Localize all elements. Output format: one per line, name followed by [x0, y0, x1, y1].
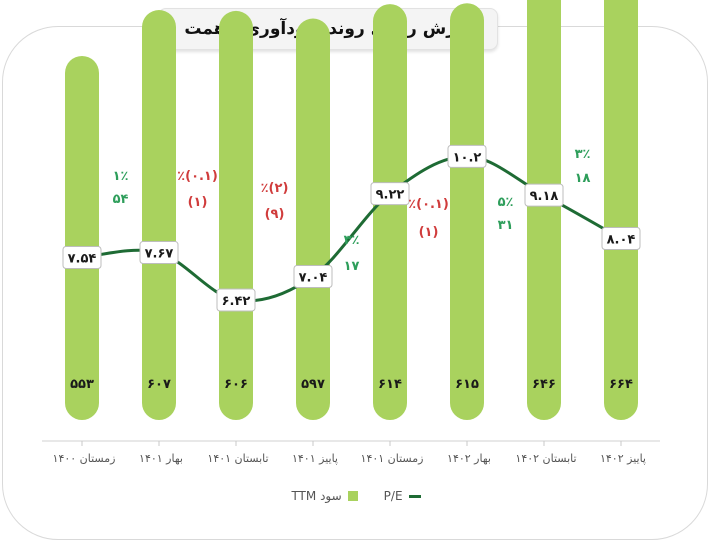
pe-label-box: [62, 245, 102, 269]
pe-value-label: ۶.۴۲: [222, 294, 251, 309]
growth-value-label: (۹): [265, 207, 285, 222]
bar: [450, 3, 484, 420]
growth-percent-label: (۰.۱)٪: [177, 169, 218, 184]
legend-item-profit: سود TTM: [291, 489, 358, 503]
pe-label-box: [216, 288, 256, 312]
pe-value-label: ۹.۲۲: [376, 188, 405, 203]
pe-label-box: [370, 182, 410, 206]
bar-value-label: ۶۰۶: [224, 377, 248, 392]
bar: [604, 0, 638, 420]
x-tick-label: بهار ۱۴۰۲: [447, 452, 491, 465]
growth-value-label: ۳۱: [498, 218, 514, 233]
bar: [65, 55, 99, 420]
bar-value-label: ۵۹۷: [301, 377, 325, 392]
bar-value-label: ۶۱۴: [378, 377, 402, 392]
pe-value-label: ۷.۰۴: [299, 270, 328, 285]
x-tick-label: تابستان ۱۴۰۲: [515, 452, 576, 465]
chart-legend: سود TTM P/E: [0, 486, 712, 506]
bar: [296, 18, 330, 421]
legend-item-pe: P/E: [384, 489, 421, 503]
growth-percent-label: ۵٪: [498, 195, 514, 210]
bar-value-label: ۶۶۴: [609, 377, 633, 392]
legend-swatch-pe: [408, 494, 421, 498]
legend-swatch-profit: [347, 491, 358, 501]
pe-value-label: ۷.۵۴: [68, 251, 97, 266]
x-tick-label: زمستان ۱۴۰۰: [53, 452, 116, 465]
growth-value-label: (۱): [188, 195, 208, 210]
growth-percent-label: ۳٪: [575, 147, 591, 162]
bar-value-label: ۵۵۳: [70, 377, 94, 392]
chart-panel: [2, 26, 708, 540]
growth-percent-label: (۰.۱)٪: [408, 197, 449, 212]
growth-percent-label: ۱٪: [113, 169, 129, 184]
bar-value-label: ۶۴۶: [532, 377, 556, 392]
x-tick-label: پاییز ۱۴۰۱: [292, 452, 338, 465]
growth-value-label: ۱۸: [575, 171, 591, 186]
pe-label-box: [139, 241, 179, 265]
bar: [219, 10, 253, 421]
pe-label-box: [447, 144, 487, 168]
pe-label-box: [601, 226, 641, 250]
x-tick-label: بهار ۱۴۰۱: [139, 452, 183, 465]
pe-label-box: [524, 183, 564, 207]
growth-percent-label: ۳٪: [344, 233, 360, 248]
bar: [373, 4, 407, 420]
growth-value-label: ۵۴: [113, 192, 129, 207]
growth-value-label: ۱۷: [344, 259, 360, 274]
bar-value-label: ۶۱۵: [455, 377, 479, 392]
x-tick-label: پاییز ۱۴۰۲: [600, 452, 646, 465]
pe-value-label: ۷.۶۷: [145, 247, 174, 262]
legend-label-pe: P/E: [383, 489, 403, 503]
growth-value-label: (۱): [419, 225, 439, 240]
growth-percent-label: (۲)٪: [261, 181, 289, 196]
x-tick-label: زمستان ۱۴۰۱: [361, 452, 424, 465]
x-tick-label: تابستان ۱۴۰۱: [207, 452, 268, 465]
bar-value-label: ۶۰۷: [147, 377, 171, 392]
bar: [142, 10, 176, 421]
bar: [527, 0, 561, 420]
pe-value-label: ۸.۰۴: [607, 232, 636, 247]
pe-value-label: ۱۰.۲: [453, 150, 482, 165]
pe-value-label: ۹.۱۸: [530, 189, 559, 204]
pe-label-box: [293, 264, 333, 288]
legend-label-profit: سود TTM: [291, 489, 342, 503]
